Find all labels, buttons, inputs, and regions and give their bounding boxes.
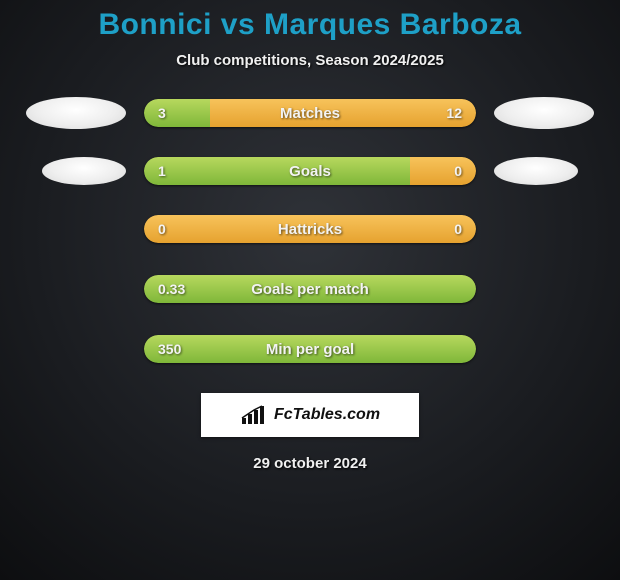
stat-bar-right-fill <box>144 215 476 243</box>
stat-bar-right-fill <box>410 157 476 185</box>
stat-bar-left-fill <box>144 157 410 185</box>
subtitle: Club competitions, Season 2024/2025 <box>0 52 620 69</box>
player-right-marker <box>494 97 594 129</box>
stat-bar-left-fill <box>144 99 210 127</box>
badge-text: FcTables.com <box>274 406 380 424</box>
stat-row: 00Hattricks <box>0 213 620 245</box>
stat-bar: 350Min per goal <box>144 335 476 363</box>
stat-bar: 00Hattricks <box>144 215 476 243</box>
comparison-card: Bonnici vs Marques Barboza Club competit… <box>0 0 620 580</box>
stat-value-left: 350 <box>158 335 181 363</box>
player-left-marker <box>42 157 126 185</box>
stat-value-left: 3 <box>158 99 166 127</box>
stat-row: 312Matches <box>0 97 620 129</box>
chart-icon <box>240 404 268 426</box>
stat-value-right: 12 <box>446 99 462 127</box>
stat-value-left: 1 <box>158 157 166 185</box>
stats-list: 312Matches10Goals00Hattricks0.33Goals pe… <box>0 97 620 365</box>
stat-bar: 312Matches <box>144 99 476 127</box>
stat-value-right: 0 <box>454 157 462 185</box>
stat-bar: 0.33Goals per match <box>144 275 476 303</box>
date-text: 29 october 2024 <box>0 455 620 472</box>
player-right-marker <box>494 157 578 185</box>
stat-row: 0.33Goals per match <box>0 273 620 305</box>
source-badge: FcTables.com <box>201 393 419 437</box>
stat-row: 350Min per goal <box>0 333 620 365</box>
stat-value-left: 0.33 <box>158 275 185 303</box>
stat-row: 10Goals <box>0 157 620 185</box>
stat-bar-left-fill <box>144 335 476 363</box>
page-title: Bonnici vs Marques Barboza <box>0 8 620 42</box>
stat-value-right: 0 <box>454 215 462 243</box>
stat-bar-left-fill <box>144 275 476 303</box>
stat-value-left: 0 <box>158 215 166 243</box>
stat-bar: 10Goals <box>144 157 476 185</box>
stat-bar-right-fill <box>210 99 476 127</box>
player-left-marker <box>26 97 126 129</box>
